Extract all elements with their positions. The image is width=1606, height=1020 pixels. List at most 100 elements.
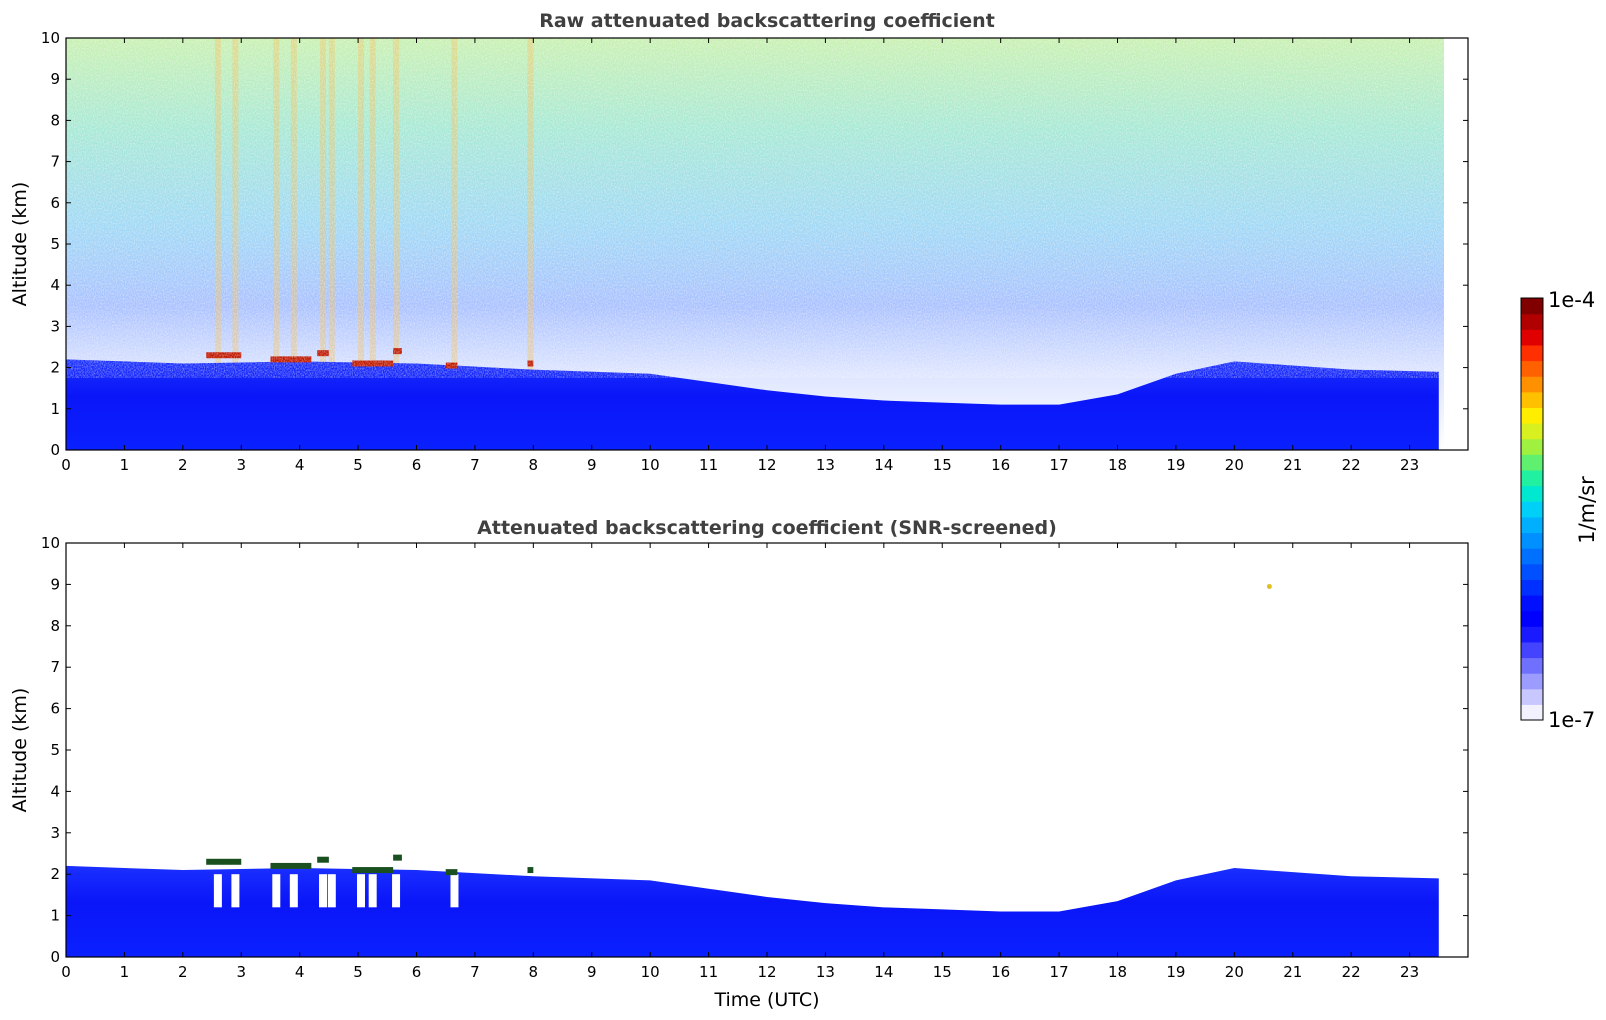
bot-x-tick-label: 18	[1108, 963, 1127, 981]
colorbar-band	[1521, 501, 1543, 518]
bot-x-tick-label: 2	[178, 963, 188, 981]
top-x-tick-label: 21	[1283, 456, 1302, 474]
top-y-tick-label: 9	[50, 70, 60, 88]
bottom-isolated-point	[1266, 583, 1272, 589]
bot-x-tick-label: 0	[61, 963, 71, 981]
bot-x-tick-label: 14	[874, 963, 893, 981]
bottom-x-axis-label: Time (UTC)	[713, 989, 819, 1011]
bottom-y-axis: 0 1 2 3 4 5 6 7 8 9 10	[41, 534, 1468, 966]
colorbar-band	[1521, 657, 1543, 674]
top-x-tick-label: 1	[120, 456, 130, 474]
top-noise-overlay	[66, 38, 1444, 378]
top-x-tick-label: 5	[353, 456, 363, 474]
bottom-cloud-layer	[527, 867, 534, 874]
colorbar-band	[1521, 548, 1543, 565]
bottom-cloud-layer	[206, 858, 242, 865]
colorbar-band	[1521, 704, 1543, 721]
top-x-tick-label: 22	[1342, 456, 1361, 474]
bottom-boundary-layer	[66, 865, 1439, 957]
top-panel-title: Raw attenuated backscattering coefficien…	[539, 10, 995, 32]
top-y-tick-label: 5	[50, 235, 60, 253]
top-x-tick-label: 0	[61, 456, 71, 474]
bot-x-tick-label: 16	[991, 963, 1010, 981]
colorbar-band	[1521, 360, 1543, 377]
colorbar-band	[1521, 438, 1543, 455]
top-x-tick-label: 23	[1400, 456, 1419, 474]
bottom-cloud-layer	[317, 856, 329, 863]
colorbar-band	[1521, 391, 1543, 409]
bot-y-tick-label: 2	[50, 865, 60, 883]
colorbar-max-label: 1e-4	[1548, 288, 1595, 312]
bot-x-tick-label: 1	[120, 963, 130, 981]
bot-x-tick-label: 10	[641, 963, 660, 981]
bot-x-tick-label: 17	[1050, 963, 1069, 981]
top-y-tick-label: 2	[50, 359, 60, 377]
bot-x-tick-label: 22	[1342, 963, 1361, 981]
top-x-tick-label: 3	[236, 456, 246, 474]
bottom-cloud-layer	[352, 867, 394, 874]
top-x-tick-label: 18	[1108, 456, 1127, 474]
top-x-tick-label: 4	[295, 456, 305, 474]
bot-x-tick-label: 12	[757, 963, 776, 981]
bottom-y-axis-label: Altitude (km)	[9, 688, 31, 813]
bot-y-tick-label: 1	[50, 907, 60, 925]
bottom-cloud-layers	[206, 854, 534, 876]
bot-y-tick-label: 7	[50, 658, 60, 676]
bottom-screened-gaps	[213, 874, 459, 908]
colorbar-band	[1521, 579, 1543, 596]
bot-x-tick-label: 4	[295, 963, 305, 981]
bot-x-tick-label: 5	[353, 963, 363, 981]
bot-y-tick-label: 6	[50, 700, 60, 718]
bottom-screened-gap	[272, 874, 281, 908]
bot-x-tick-label: 9	[587, 963, 597, 981]
colorbar-band	[1521, 673, 1543, 690]
top-boundary-layer	[66, 359, 1439, 450]
colorbar-band	[1521, 407, 1543, 424]
bot-x-tick-label: 20	[1225, 963, 1244, 981]
top-x-tick-label: 17	[1050, 456, 1069, 474]
colorbar-frame	[1520, 297, 1544, 721]
top-x-tick-label: 13	[816, 456, 835, 474]
colorbar-band	[1521, 454, 1543, 471]
bot-y-tick-label: 8	[50, 617, 60, 635]
top-x-tick-label: 8	[529, 456, 539, 474]
top-x-tick-label: 11	[699, 456, 718, 474]
bottom-isolated-points	[1266, 583, 1272, 589]
colorbar-band	[1521, 313, 1543, 330]
colorbar: 1e-4 1e-7 1/m/sr	[1520, 288, 1599, 732]
bottom-x-axis: 0 1 2 3 4 5 6 7 8 9 10 11 12 13 14 15 16 17 18 19 20 21 22 23	[61, 543, 1419, 981]
top-y-tick-label: 4	[50, 276, 60, 294]
top-x-tick-label: 6	[412, 456, 422, 474]
bot-x-tick-label: 15	[933, 963, 952, 981]
top-y-tick-label: 3	[50, 317, 60, 335]
top-panel: Raw attenuated backscattering coefficien…	[9, 10, 1469, 474]
colorbar-unit-label: 1/m/sr	[1575, 476, 1599, 544]
top-x-tick-label: 20	[1225, 456, 1244, 474]
bot-x-tick-label: 7	[470, 963, 480, 981]
bottom-screened-gap	[289, 874, 298, 908]
colorbar-band	[1521, 376, 1543, 393]
bot-y-tick-label: 4	[50, 782, 60, 800]
top-y-tick-label: 7	[50, 153, 60, 171]
top-x-axis: 0 1 2 3 4 5 6 7 8 9 10 11 12 13 14 15 16 17 18 19 20 21 22 23	[61, 38, 1419, 474]
colorbar-band	[1521, 329, 1543, 346]
bot-x-tick-label: 3	[236, 963, 246, 981]
colorbar-band	[1521, 516, 1543, 534]
colorbar-min-label: 1e-7	[1548, 708, 1595, 732]
colorbar-bands	[1521, 298, 1543, 721]
bottom-cloud-layer	[445, 869, 458, 876]
top-x-tick-label: 9	[587, 456, 597, 474]
bot-x-tick-label: 11	[699, 963, 718, 981]
bottom-screened-gap	[392, 874, 401, 908]
bottom-screened-gap	[231, 874, 240, 908]
bot-x-tick-label: 23	[1400, 963, 1419, 981]
bottom-screened-gap	[368, 874, 377, 908]
top-x-tick-label: 15	[933, 456, 952, 474]
bot-y-tick-label: 0	[50, 948, 60, 966]
bottom-screened-gap	[450, 874, 459, 908]
colorbar-band	[1521, 563, 1543, 580]
colorbar-band	[1521, 485, 1543, 502]
bot-y-tick-label: 5	[50, 741, 60, 759]
top-y-tick-label: 10	[41, 29, 60, 47]
